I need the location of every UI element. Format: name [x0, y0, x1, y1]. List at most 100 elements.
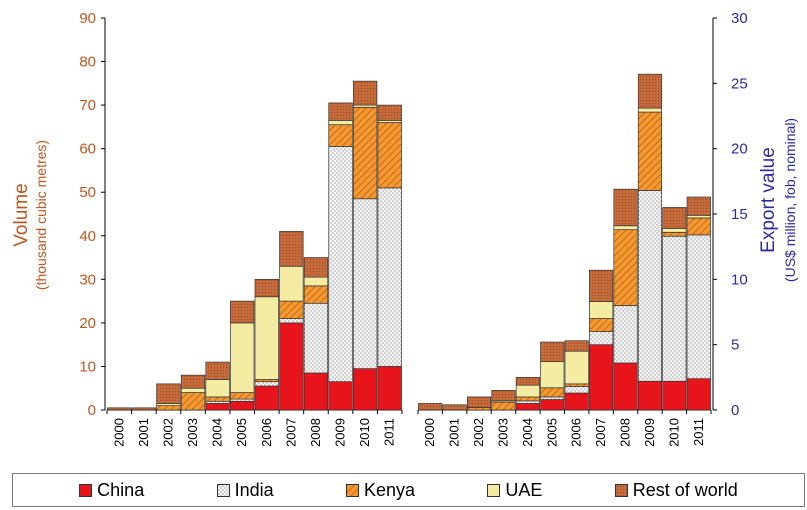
volume-bar-uae-2006: [254, 296, 279, 380]
value-bar-rest-of-world-2007: [589, 269, 614, 302]
volume-bar-rest-of-world-2010: [352, 80, 378, 106]
legend-label-kenya: Kenya: [363, 479, 416, 500]
legend-swatch-kenya: [345, 483, 359, 497]
value-bar-uae-2011: [686, 214, 711, 219]
volume-bar-rest-of-world-2001: [131, 407, 157, 411]
volume-x-tick-label-2003: 2003: [185, 418, 200, 447]
value-bar-rest-of-world-2011: [686, 196, 711, 216]
value-bar-kenya-2009: [637, 111, 663, 191]
volume-bar-china-2011: [377, 366, 402, 411]
volume-x-tick-label-2010: 2010: [357, 418, 372, 447]
value-bar-rest-of-world-2001: [442, 404, 467, 411]
value-x-tick-label-2008: 2008: [618, 418, 633, 447]
value-bar-india-2007: [589, 331, 614, 346]
volume-x-tick-label-2006: 2006: [259, 418, 274, 447]
value-x-tick-label-2011: 2011: [691, 418, 706, 446]
value-bar-kenya-2005: [540, 387, 565, 398]
value-bar-china-2009: [637, 380, 663, 411]
volume-bar-kenya-2009: [328, 124, 353, 147]
value-x-tick-label-2004: 2004: [520, 418, 535, 447]
value-bar-rest-of-world-2010: [662, 207, 687, 229]
volume-bar-kenya-2003: [180, 392, 206, 411]
value-bar-kenya-2011: [686, 217, 711, 236]
left-axis-tick-label: 50: [79, 184, 96, 201]
value-bar-kenya-2003: [491, 401, 516, 411]
volume-bar-kenya-2010: [352, 106, 378, 200]
value-bar-uae-2006: [564, 350, 589, 385]
value-bar-china-2010: [662, 380, 687, 411]
value-bar-china-2005: [540, 399, 565, 411]
value-bar-china-2006: [564, 392, 589, 411]
value-bar-india-2004: [515, 400, 540, 404]
value-bar-kenya-2006: [564, 383, 589, 387]
volume-bar-uae-2008: [303, 276, 329, 287]
value-x-tick-label-2006: 2006: [569, 418, 584, 447]
value-bar-india-2009: [637, 190, 663, 382]
right-axis-title: Export value (US$ million, fob, nominal): [758, 118, 798, 282]
value-bar-rest-of-world-2004: [515, 376, 540, 386]
volume-x-tick-label-2004: 2004: [210, 418, 225, 447]
left-axis-tick-label: 30: [79, 271, 96, 288]
volume-bar-uae-2009: [328, 120, 353, 126]
value-x-tick-label-2000: 2000: [422, 418, 437, 447]
value-bar-china-2008: [613, 362, 638, 411]
volume-x-tick-label-2011: 2011: [382, 418, 397, 446]
volume-bar-rest-of-world-2008: [303, 257, 329, 278]
value-bar-india-2006: [564, 386, 589, 394]
value-bar-rest-of-world-2008: [613, 188, 638, 227]
legend-item-rest-of-world: Rest of world: [614, 480, 738, 501]
legend-item-india: India: [216, 480, 274, 501]
right-axis-title-line1: Export value: [758, 147, 779, 253]
axes: 0 10 20 30 40 50 60 70 80 90 0 5 10 15 20 25 30: [79, 10, 747, 419]
legend: China India Kenya UAE Rest of world: [12, 473, 805, 507]
volume-bar-india-2011: [377, 187, 402, 367]
volume-bar-china-2010: [352, 368, 378, 411]
right-axis-tick-label: 20: [731, 141, 748, 158]
volume-bar-kenya-2008: [303, 285, 329, 304]
value-bar-rest-of-world-2000: [418, 403, 443, 411]
value-x-tick-label-2005: 2005: [544, 418, 559, 447]
left-axis-tick-label: 60: [79, 141, 96, 158]
legend-item-china: China: [79, 480, 144, 501]
volume-bar-rest-of-world-2002: [156, 383, 181, 404]
value-x-tick-label-2009: 2009: [642, 418, 657, 447]
right-axis-tick-label: 0: [731, 402, 739, 419]
volume-bar-uae-2007: [279, 265, 304, 302]
value-bar-china-2011: [686, 378, 711, 411]
left-axis-tick-label: 80: [79, 54, 96, 71]
volume-bar-india-2006: [254, 381, 279, 387]
volume-bar-china-2008: [303, 372, 329, 411]
volume-bar-uae-2004: [205, 379, 230, 398]
value-x-tick-label-2003: 2003: [495, 418, 510, 447]
volume-x-tick-label-2009: 2009: [333, 418, 348, 447]
x-tick-labels: 2000 2001 2002 2003 2004 2005 2006 2007 2008 2009…: [111, 418, 706, 447]
value-bar-kenya-2007: [589, 318, 614, 332]
value-x-tick-label-2001: 2001: [447, 418, 462, 447]
volume-bar-china-2007: [279, 322, 304, 411]
volume-x-tick-label-2007: 2007: [283, 418, 298, 447]
volume-x-tick-label-2001: 2001: [136, 418, 151, 447]
value-bar-uae-2009: [637, 107, 663, 113]
left-axis-tick-label: 40: [79, 228, 96, 245]
right-axis-tick-label: 30: [731, 10, 748, 27]
volume-bar-kenya-2004: [205, 396, 230, 402]
value-bar-india-2011: [686, 234, 711, 379]
volume-bar-rest-of-world-2005: [230, 300, 255, 324]
volume-bar-rest-of-world-2006: [254, 278, 279, 298]
volume-x-tick-label-2008: 2008: [308, 418, 323, 447]
value-bar-india-2010: [662, 235, 687, 382]
volume-bar-kenya-2002: [156, 405, 181, 411]
value-bar-kenya-2004: [515, 396, 540, 402]
volume-bar-china-2005: [230, 400, 255, 411]
value-bar-uae-2008: [613, 225, 638, 231]
value-bar-rest-of-world-2006: [564, 340, 589, 352]
left-axis-tick-label: 0: [88, 402, 96, 419]
volume-bar-rest-of-world-2004: [205, 361, 230, 380]
value-bar-uae-2010: [662, 228, 687, 233]
value-bar-rest-of-world-2002: [466, 396, 492, 408]
volume-bar-rest-of-world-2011: [377, 104, 402, 121]
value-bar-india-2008: [613, 305, 638, 364]
value-bar-china-2007: [589, 344, 614, 411]
right-axis-title-line2: (US$ million, fob, nominal): [782, 118, 798, 282]
value-bar-rest-of-world-2005: [540, 341, 565, 363]
